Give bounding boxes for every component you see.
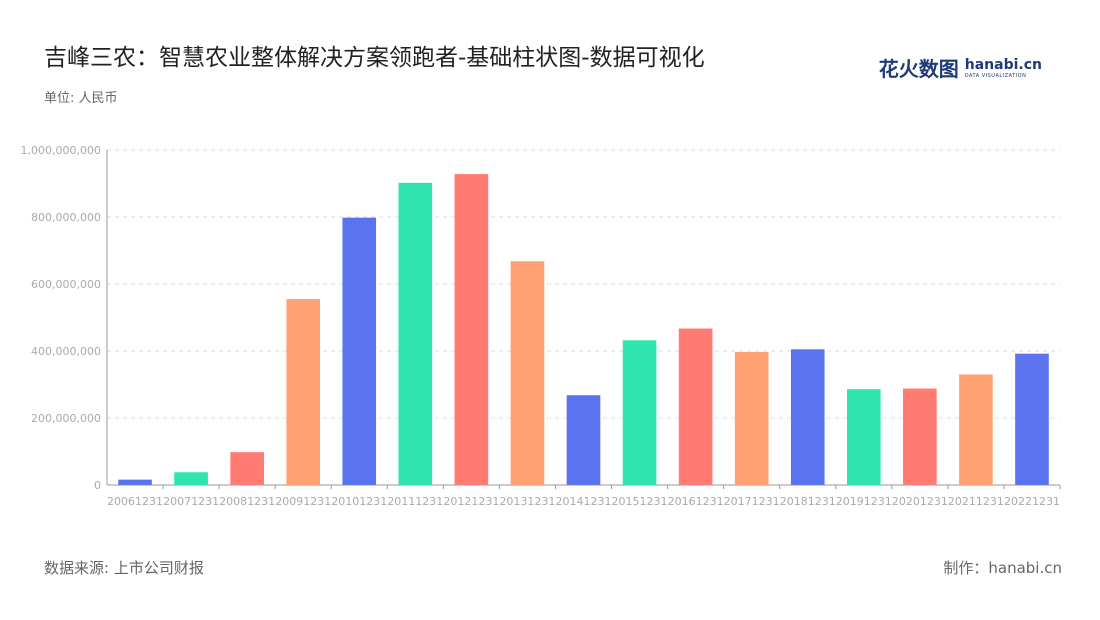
bar <box>118 479 152 485</box>
brand-logo: 花火数图 hanabi.cn DATA VISUALIZATION <box>879 58 1042 79</box>
logo-cn-text: 花火数图 <box>878 57 959 81</box>
bar <box>1015 353 1049 485</box>
data-source: 数据来源: 上市公司财报 <box>44 559 204 577</box>
bar <box>678 328 713 485</box>
x-tick-label: 20101231 <box>331 495 387 508</box>
logo-en-text: hanabi.cn <box>964 57 1042 73</box>
bar <box>454 174 489 485</box>
bar <box>566 395 601 485</box>
bar <box>230 452 264 485</box>
x-tick-label: 20181231 <box>780 495 836 508</box>
x-tick-label: 20151231 <box>612 495 668 508</box>
x-tick-label: 20111231 <box>387 495 443 508</box>
x-tick-label: 20091231 <box>275 495 331 508</box>
y-tick-label: 400,000,000 <box>31 345 101 358</box>
y-tick-label: 1,000,000,000 <box>21 144 101 157</box>
x-tick-label: 20141231 <box>556 495 612 508</box>
y-tick-label: 0 <box>94 479 101 492</box>
chart-title: 吉峰三农：智慧农业整体解决方案领跑者-基础柱状图-数据可视化 <box>44 45 705 71</box>
y-tick-label: 800,000,000 <box>31 211 101 224</box>
x-tick-label: 20171231 <box>724 495 780 508</box>
x-tick-label: 20131231 <box>499 495 555 508</box>
bar <box>903 388 937 485</box>
bar <box>846 389 881 485</box>
logo-side: hanabi.cn DATA VISUALIZATION <box>965 58 1042 79</box>
x-tick-label: 20191231 <box>836 495 892 508</box>
x-tick-label: 20081231 <box>219 495 275 508</box>
maker-credit: 制作：hanabi.cn <box>943 559 1062 577</box>
bar <box>790 349 825 485</box>
y-tick-label: 200,000,000 <box>31 412 101 425</box>
unit-label: 单位: 人民币 <box>44 91 118 106</box>
bar <box>174 472 208 485</box>
x-tick-label: 20211231 <box>948 495 1004 508</box>
x-tick-label: 20121231 <box>443 495 499 508</box>
x-tick-label: 20201231 <box>892 495 948 508</box>
x-tick-label: 20071231 <box>163 495 219 508</box>
y-tick-label: 600,000,000 <box>31 278 101 291</box>
bar <box>622 340 657 485</box>
x-tick-label: 20221231 <box>1004 495 1060 508</box>
bar <box>286 299 321 485</box>
bar <box>342 217 377 486</box>
x-tick-label: 20161231 <box>668 495 724 508</box>
bar <box>398 182 433 485</box>
x-tick-label: 20061231 <box>107 495 163 508</box>
bar <box>510 261 545 485</box>
bar <box>959 374 993 485</box>
bar <box>734 352 769 485</box>
logo-sub-text: DATA VISUALIZATION <box>964 73 1027 79</box>
